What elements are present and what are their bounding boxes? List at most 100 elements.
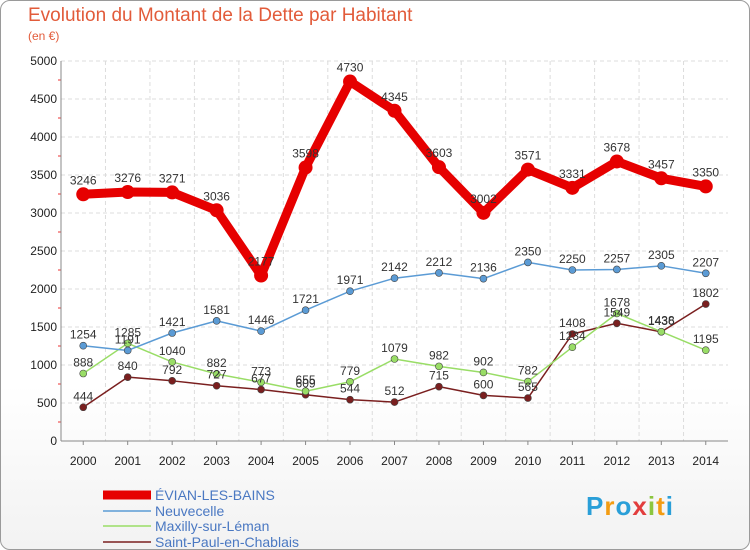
data-label: 1408 (559, 316, 586, 330)
data-label: 1421 (159, 315, 186, 329)
data-label: 773 (251, 364, 271, 378)
data-point (613, 265, 621, 274)
x-tick-label: 2007 (381, 454, 408, 468)
logo-letter: o (615, 491, 633, 521)
data-point (79, 403, 88, 412)
data-point (343, 74, 358, 89)
data-label: 840 (118, 359, 138, 373)
data-point (79, 341, 88, 350)
data-label: 1234 (559, 329, 586, 343)
data-label: 3246 (70, 173, 97, 187)
data-label: 779 (340, 364, 360, 378)
x-tick-label: 2002 (159, 454, 186, 468)
x-tick-label: 2005 (292, 454, 319, 468)
data-label: 4730 (337, 61, 364, 75)
x-tick-label: 2001 (114, 454, 141, 468)
data-label: 655 (296, 373, 316, 387)
data-point (76, 187, 91, 202)
chart-title: Evolution du Montant de la Dette par Hab… (28, 5, 413, 26)
y-tick-label: 2500 (30, 244, 57, 258)
data-point (435, 269, 443, 277)
logo-letter: P (586, 491, 605, 521)
data-label: 1195 (693, 332, 719, 346)
x-tick-label: 2004 (248, 454, 275, 468)
data-point (298, 160, 313, 175)
data-point (212, 370, 221, 378)
data-point (524, 258, 532, 267)
data-label: 1079 (381, 341, 408, 355)
data-label: 882 (207, 356, 227, 370)
x-tick-label: 2008 (426, 454, 453, 468)
y-tick-label: 1000 (30, 358, 57, 372)
data-label: 3571 (515, 149, 542, 163)
y-tick-label: 3000 (30, 206, 57, 220)
y-tick-label: 4000 (30, 130, 57, 144)
data-point (613, 309, 621, 318)
data-point (476, 205, 491, 220)
legend-label: ÉVIAN-LES-BAINS (155, 487, 275, 503)
data-label: 2212 (426, 255, 453, 269)
x-tick-label: 2010 (515, 454, 542, 468)
data-label: 1191 (115, 332, 141, 346)
data-point (568, 343, 577, 352)
x-tick-label: 2012 (603, 454, 630, 468)
y-tick-label: 500 (37, 396, 57, 410)
data-label: 1721 (292, 292, 319, 306)
proxiti-logo: Proxiti (586, 491, 674, 522)
data-point (257, 385, 265, 394)
x-tick-label: 2014 (692, 454, 719, 468)
data-point (390, 355, 399, 363)
axes: 0 500 1000 1500 2000 2500 3000 3500 4000 4500 5000… (30, 54, 728, 468)
data-point (212, 317, 221, 325)
data-label: 444 (73, 389, 93, 403)
data-label: 1040 (159, 344, 186, 358)
data-label: 782 (518, 364, 538, 378)
data-label: 1802 (692, 286, 719, 300)
data-label: 982 (429, 348, 449, 362)
data-point (212, 381, 221, 390)
data-point (346, 395, 354, 404)
data-point (390, 398, 399, 406)
data-point (168, 329, 176, 337)
data-label: 2177 (248, 255, 275, 269)
logo-letter: i (665, 491, 674, 521)
data-label: 2250 (559, 252, 586, 266)
data-point (698, 179, 713, 194)
data-point (165, 185, 180, 200)
data-point (168, 377, 176, 385)
data-label: 1438 (648, 314, 675, 328)
chart-unit: (en €) (28, 29, 60, 43)
data-label: 2207 (692, 255, 719, 269)
grid-lines (61, 60, 728, 441)
data-point (301, 306, 310, 315)
data-point (565, 180, 580, 195)
y-tick-label: 5000 (30, 54, 57, 68)
data-point (79, 369, 88, 378)
data-label: 3603 (426, 146, 453, 160)
data-label: 3271 (159, 171, 186, 185)
data-label: 2136 (470, 261, 497, 275)
legend-label: Neuvecelle (155, 503, 224, 519)
data-label: 3002 (470, 192, 497, 206)
data-label: 792 (162, 363, 182, 377)
x-tick-label: 2003 (203, 454, 230, 468)
data-label: 677 (251, 372, 271, 386)
data-label: 902 (473, 354, 493, 368)
data-point (568, 330, 577, 338)
data-label: 512 (384, 384, 404, 398)
data-label: 1678 (603, 295, 630, 309)
data-label: 3350 (692, 165, 719, 179)
data-point (346, 287, 354, 296)
data-point (701, 269, 710, 278)
logo-letter: t (656, 491, 666, 521)
data-point (435, 382, 443, 391)
data-label: 3276 (114, 171, 141, 185)
data-point (123, 346, 132, 355)
data-label: 544 (340, 382, 360, 396)
data-label: 1971 (337, 273, 364, 287)
data-label: 1254 (70, 328, 97, 342)
data-point (123, 373, 132, 381)
legend-label: Maxilly-sur-Léman (155, 518, 269, 534)
data-point (435, 362, 443, 371)
